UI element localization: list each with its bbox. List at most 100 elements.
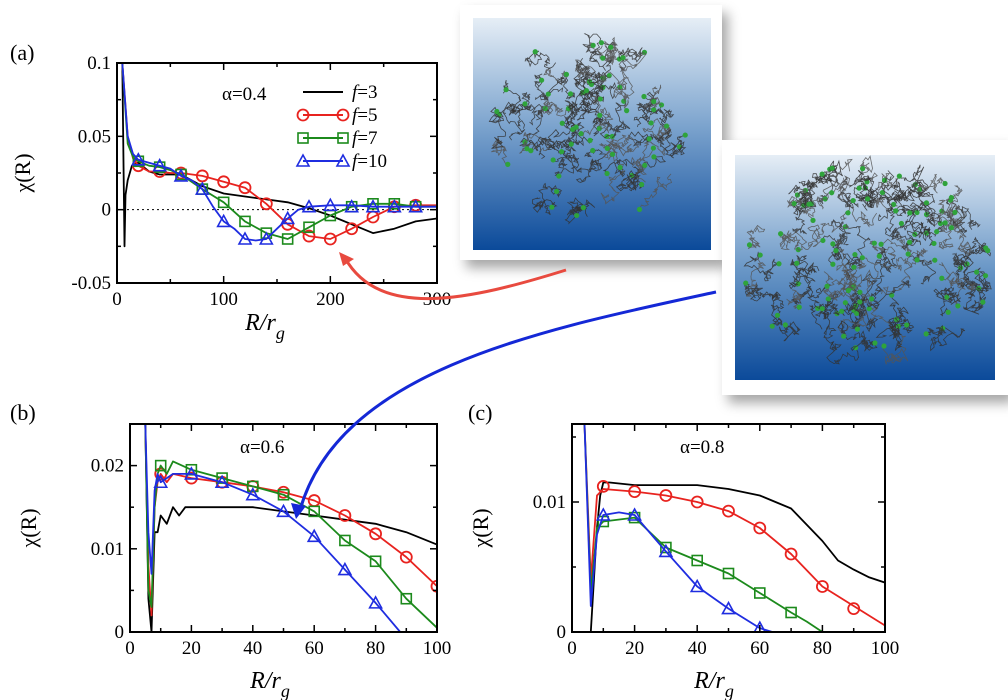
polymer-chain <box>951 223 973 256</box>
marker-f5 <box>596 479 610 493</box>
chain-end-dot <box>621 98 627 104</box>
chain-end-dot <box>620 55 626 61</box>
chain-end-dot <box>795 281 801 287</box>
marker-f7 <box>154 459 167 472</box>
chain-end-dot <box>539 77 545 83</box>
chain-end-dot <box>757 252 763 258</box>
panel-label: (a) <box>10 40 34 65</box>
polymer-chain <box>875 319 901 339</box>
chain-end-dot <box>830 261 836 267</box>
marker-f7 <box>388 198 401 210</box>
chain-end-dot <box>898 220 905 227</box>
marker-f7 <box>308 505 321 518</box>
chain-end-dot <box>857 299 863 305</box>
polymer-chain <box>955 236 986 273</box>
polymer-chain <box>639 173 673 210</box>
chain-end-dot <box>830 241 836 247</box>
chain-end-dot <box>819 171 825 177</box>
marker-f10 <box>184 466 199 480</box>
chain-end-dot <box>859 255 865 261</box>
polymer-chain <box>860 257 880 304</box>
series-group <box>583 424 885 632</box>
chain-end-dot <box>914 209 920 216</box>
chain-end-dot <box>942 180 948 187</box>
chain-end-dot <box>864 196 871 202</box>
polymer-chain <box>837 320 866 352</box>
chart-panel-b: 0 20 40 60 80 100 0 0.01 0.02 (b) α=0.6 χ(R) R/rg <box>10 400 451 700</box>
legend-label-f10: f=10 <box>352 151 387 172</box>
chain-end-dot <box>746 242 753 248</box>
polymer-chain <box>635 139 666 164</box>
y-tick-label: 0.02 <box>91 456 124 477</box>
marker-f10 <box>245 487 261 501</box>
chain-end-dot <box>856 185 862 191</box>
marker-f7 <box>785 606 797 619</box>
marker-f10 <box>627 507 642 521</box>
polymer-chain <box>941 205 981 230</box>
chain-end-dot <box>893 208 899 214</box>
chain-end-dot <box>590 42 596 48</box>
polymer-chain <box>930 327 966 352</box>
marker-f10 <box>753 620 767 632</box>
marker-f5 <box>302 229 316 243</box>
chain-end-dot <box>528 148 534 154</box>
alpha-annotation: α=0.8 <box>680 437 724 458</box>
chain-end-dot <box>974 269 980 275</box>
polymer-chain <box>746 224 766 249</box>
chain-end-dot <box>945 309 951 315</box>
y-tick-label: 0 <box>115 622 125 643</box>
chain-end-dot <box>598 40 605 46</box>
polymer-chain <box>560 133 580 163</box>
polymer-chain <box>840 204 878 228</box>
legend-label-f3: f=3 <box>352 82 378 103</box>
polymer-chain <box>533 73 550 101</box>
x-tick-label: 80 <box>813 638 832 659</box>
polymer-chain <box>881 259 935 296</box>
polymer-chain <box>843 302 867 318</box>
polymer-chain <box>519 110 544 148</box>
chain-end-dot <box>982 273 989 279</box>
marker-f10 <box>689 578 705 593</box>
chain-end-dot <box>609 151 616 157</box>
marker-f10 <box>130 152 146 166</box>
alpha-annotation: α=0.4 <box>222 84 267 105</box>
x-axis-label: R/rg <box>244 310 285 343</box>
polymer-chain <box>798 191 817 210</box>
chain-end-dot <box>590 147 596 154</box>
polymer-chain <box>528 137 566 160</box>
x-tick-label: 0 <box>112 289 122 310</box>
polymer-chain <box>831 219 871 256</box>
marker-f7 <box>753 587 766 599</box>
chain-end-dot <box>651 154 657 160</box>
polymer-chain <box>789 255 815 276</box>
chain-end-dot <box>952 209 958 215</box>
chain-end-dot <box>829 190 835 196</box>
chain-end-dot <box>639 181 645 188</box>
marker-f7 <box>247 480 259 493</box>
chain-end-dot <box>869 296 875 302</box>
chain-end-dot <box>860 166 866 172</box>
polymer-chain <box>502 79 524 113</box>
polymer-chain <box>882 248 928 272</box>
polymer-chain <box>637 91 659 120</box>
polymer-chain <box>658 129 686 152</box>
marker-f7 <box>277 488 290 501</box>
x-tick-label: 0 <box>567 638 577 659</box>
marker-f7 <box>722 567 735 580</box>
polymer-chain <box>811 158 853 210</box>
chain-end-dot <box>983 245 989 251</box>
marker-f10 <box>280 210 296 225</box>
polymer-chain <box>873 196 898 211</box>
marker-f5 <box>195 169 209 183</box>
chain-end-dot <box>600 55 606 61</box>
chain-end-dot <box>604 170 610 177</box>
marker-f5 <box>690 495 704 509</box>
chain-end-dot <box>854 326 861 332</box>
marker-f10 <box>595 507 611 521</box>
marker-f10 <box>386 199 402 213</box>
series-line-f10 <box>583 424 773 632</box>
polymer-chain <box>911 220 948 239</box>
polymer-chain <box>974 271 991 301</box>
polymer-chain <box>882 345 909 365</box>
